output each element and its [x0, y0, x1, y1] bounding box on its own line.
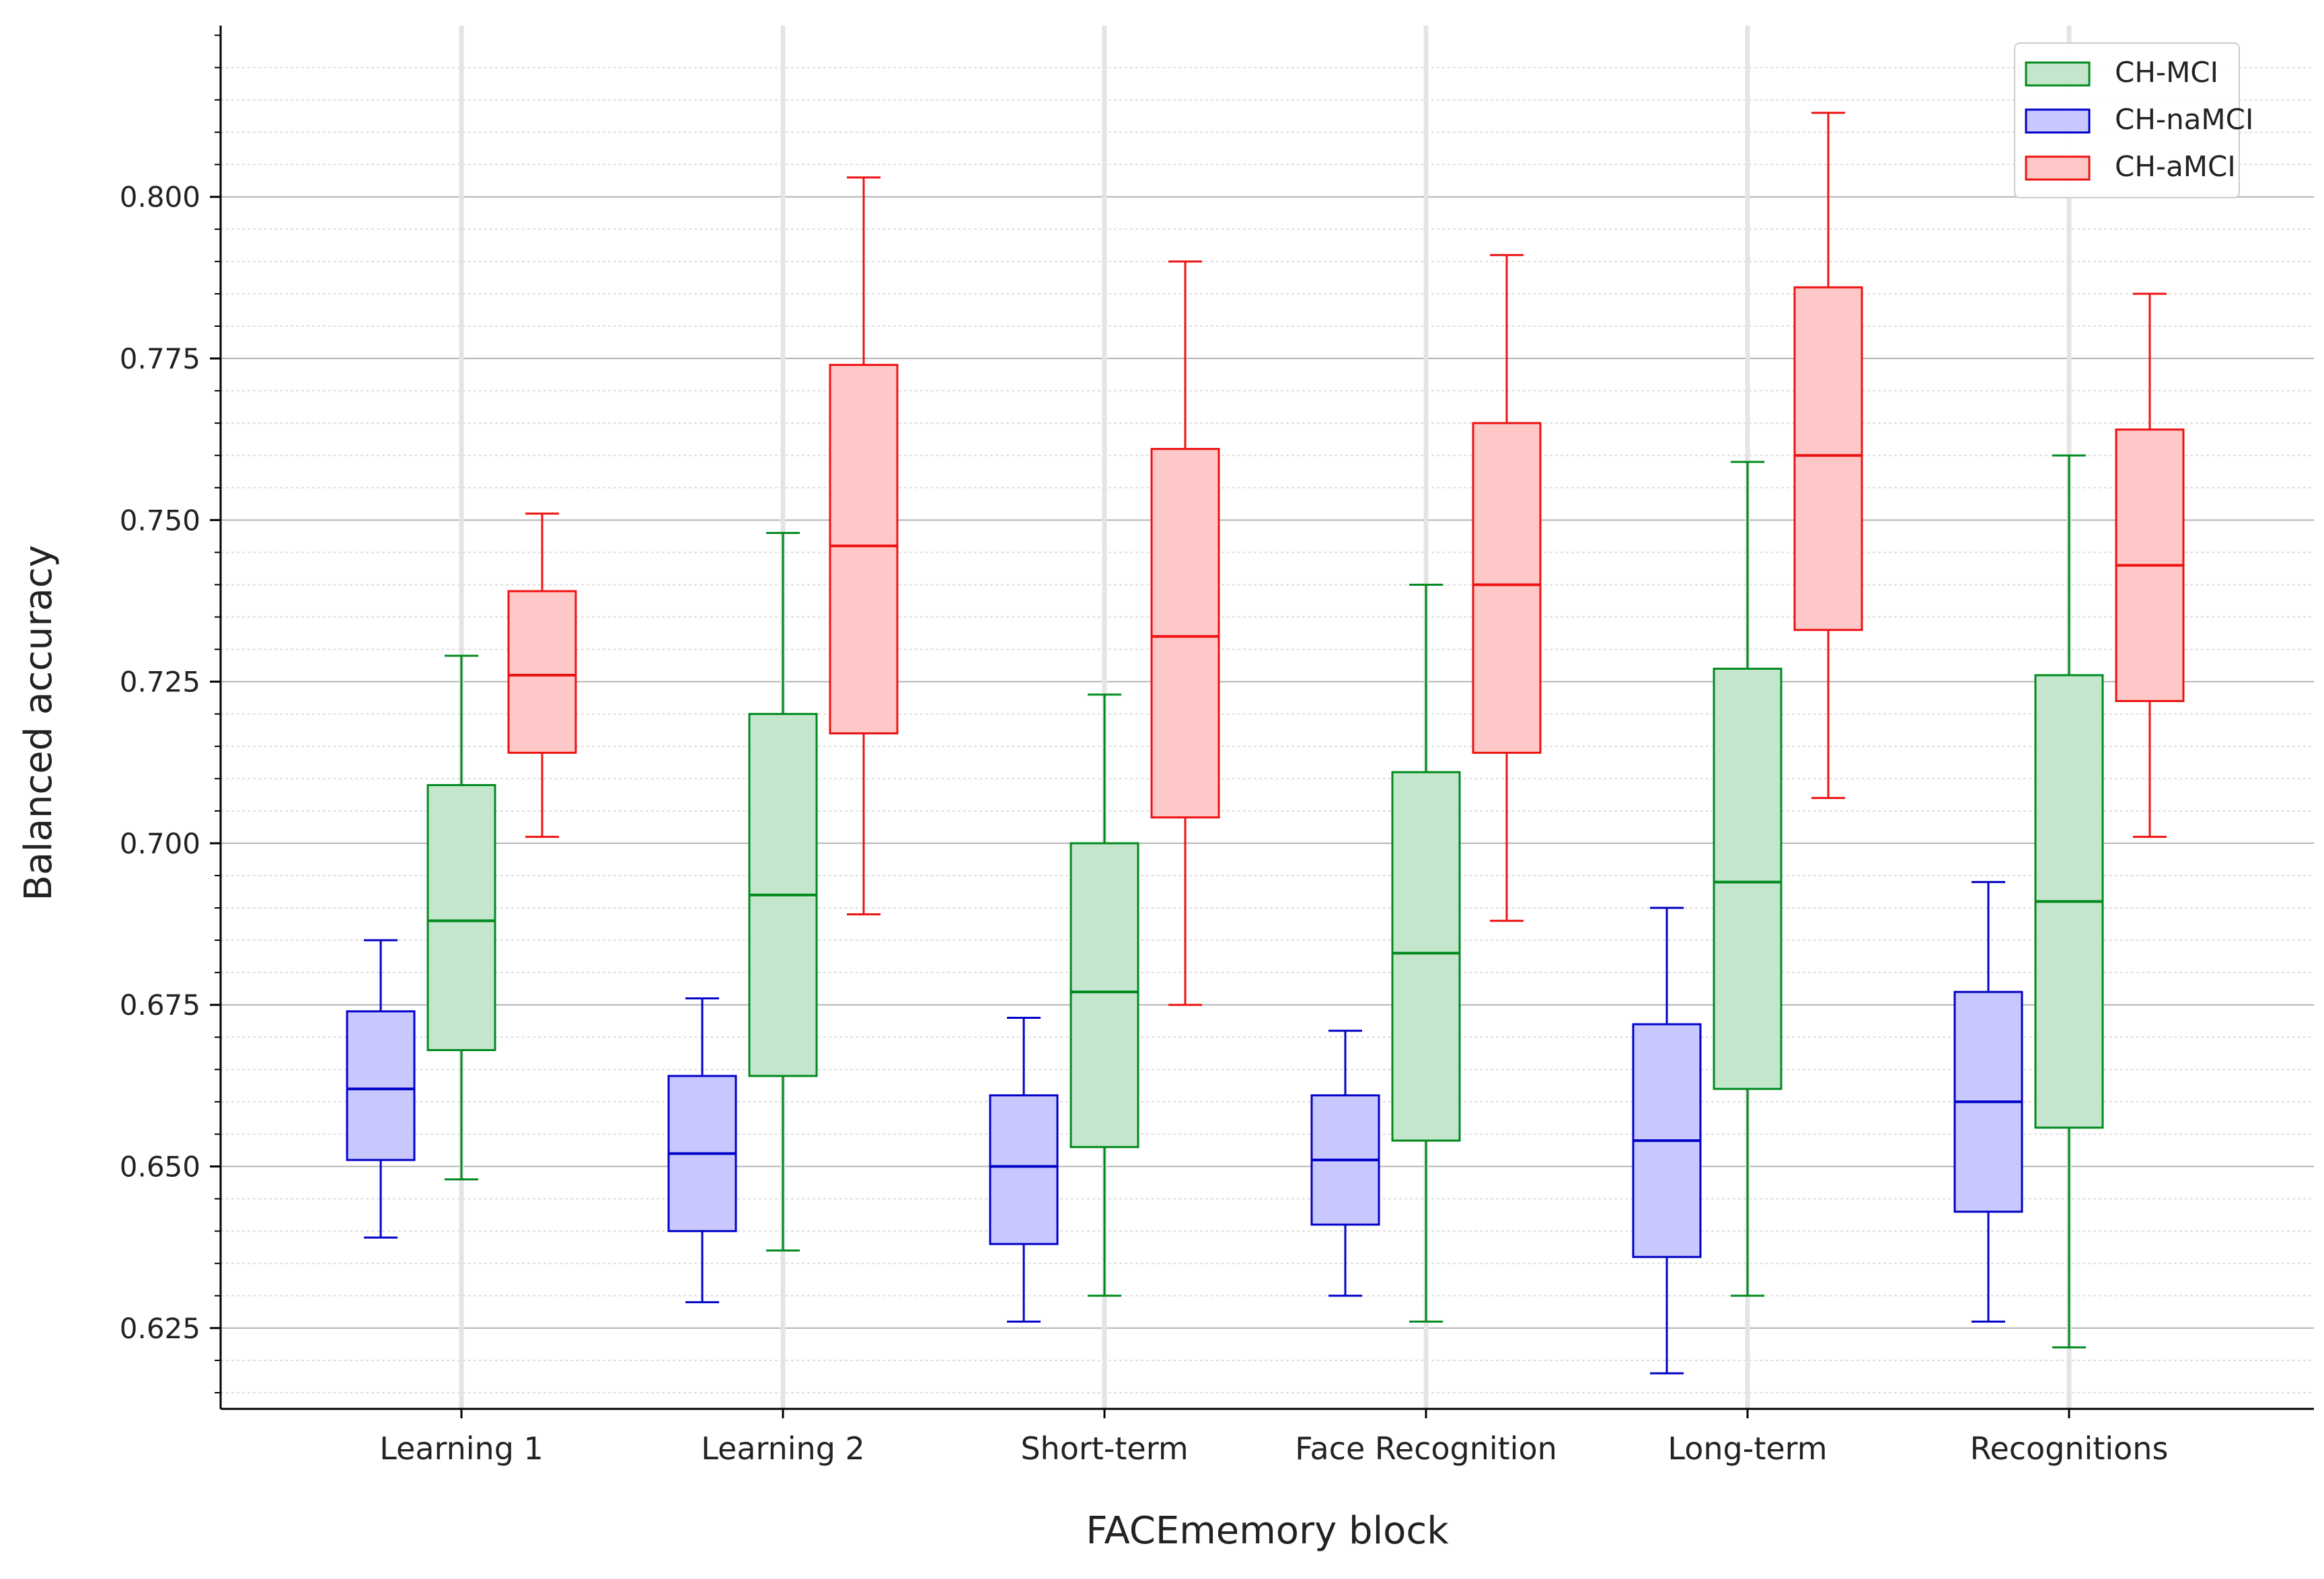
y-tick-label: 0.625: [120, 1312, 200, 1345]
y-tick-label: 0.800: [120, 181, 200, 214]
y-tick-label: 0.775: [120, 342, 200, 375]
y-axis-label: Balanced accuracy: [17, 545, 61, 900]
axes: [219, 26, 2314, 1410]
box-ch-mci: [1713, 461, 1783, 1297]
y-tick-label: 0.725: [120, 666, 200, 699]
legend-swatch: [2025, 155, 2091, 181]
box-ch-namci: [1310, 1030, 1380, 1297]
legend-swatch: [2025, 108, 2091, 134]
x-tick-label: Long-term: [1667, 1430, 1827, 1467]
box-ch-namci: [346, 939, 416, 1239]
box-iqr: [507, 590, 577, 754]
legend-swatch: [2025, 61, 2091, 87]
box-ch-amci: [829, 176, 899, 916]
box-ch-namci: [989, 1016, 1059, 1323]
y-tick-label: 0.750: [120, 504, 200, 537]
box-ch-namci: [1632, 907, 1702, 1375]
x-axis-label: FACEmemory block: [1086, 1509, 1449, 1553]
x-tick-label: Learning 1: [379, 1430, 543, 1467]
box-ch-namci: [1953, 881, 2023, 1323]
box-ch-mci: [426, 654, 496, 1181]
y-tick-label: 0.675: [120, 989, 200, 1022]
box-ch-namci: [667, 997, 737, 1303]
box-ch-amci: [2115, 293, 2185, 838]
x-tick-label: Learning 2: [701, 1430, 865, 1467]
x-tick-label: Short-term: [1020, 1430, 1188, 1467]
box-iqr: [1150, 448, 1220, 818]
box-iqr: [1391, 771, 1461, 1142]
box-ch-amci: [507, 512, 577, 838]
box-iqr: [1793, 286, 1863, 631]
y-tick-label: 0.650: [120, 1151, 200, 1184]
legend-label: CH-MCI: [2115, 56, 2218, 89]
box-ch-mci: [1391, 583, 1461, 1323]
box-ch-amci: [1793, 112, 1863, 800]
box-iqr: [1070, 842, 1139, 1149]
box-ch-amci: [1472, 254, 1542, 922]
x-tick-label: Recognitions: [1970, 1430, 2169, 1467]
box-ch-mci: [2034, 454, 2104, 1349]
box-iqr: [426, 783, 496, 1052]
box-ch-mci: [748, 532, 818, 1252]
axis-ticks: 0.625 0.650 0.675 0.700 0.725 0.750 0.775 0.800…: [120, 34, 2169, 1467]
box-iqr: [1713, 667, 1783, 1090]
box-iqr: [989, 1094, 1059, 1245]
box-iqr: [829, 364, 899, 735]
box-ch-amci: [1150, 260, 1220, 1006]
y-tick-label: 0.700: [120, 827, 200, 860]
box-iqr: [1472, 422, 1542, 754]
box-iqr: [346, 1010, 416, 1161]
box-ch-mci: [1070, 693, 1139, 1297]
box-plot-series: [346, 112, 2185, 1375]
legend-label: CH-aMCI: [2115, 150, 2236, 183]
legend-label: CH-naMCI: [2115, 103, 2253, 136]
legend: CH-MCI CH-naMCI CH-aMCI: [2014, 42, 2253, 198]
x-tick-label: Face Recognition: [1295, 1430, 1557, 1467]
